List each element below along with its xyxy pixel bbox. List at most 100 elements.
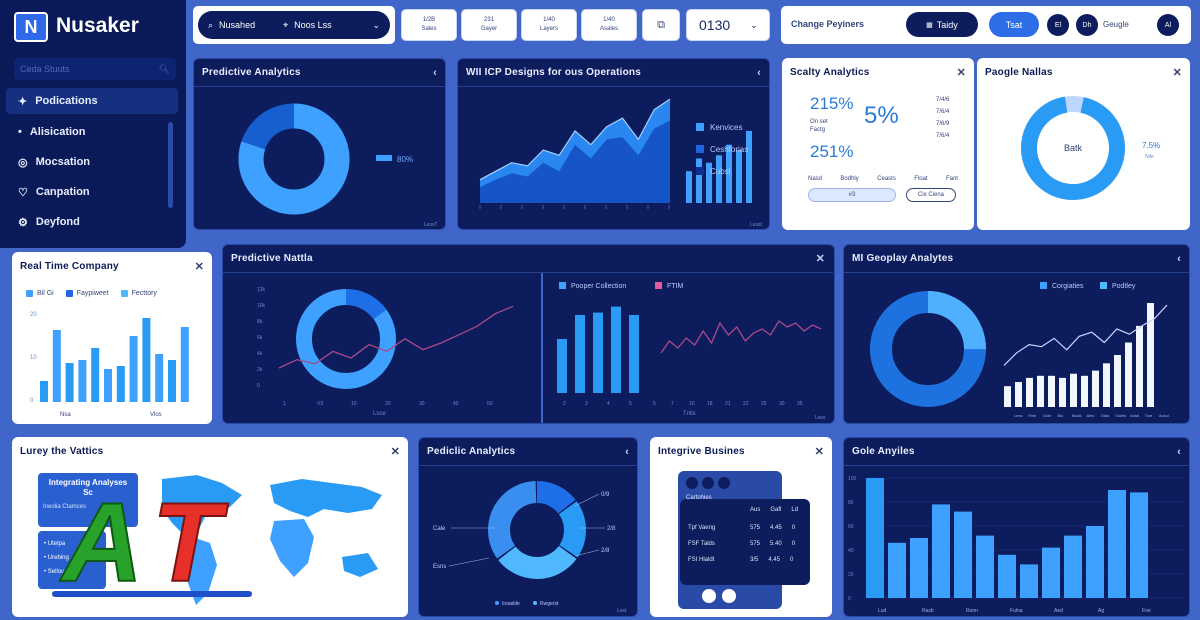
- bar: [1020, 564, 1038, 598]
- phone-icon[interactable]: [702, 477, 714, 489]
- label-leader: [448, 557, 490, 567]
- x-label: Rasb: [922, 608, 934, 614]
- share-icon[interactable]: ‹: [757, 66, 761, 79]
- close-icon[interactable]: ✕: [956, 66, 966, 79]
- close-icon[interactable]: ✕: [390, 445, 400, 458]
- close-icon[interactable]: ✕: [194, 260, 204, 273]
- tab[interactable]: Bodhly: [840, 176, 859, 182]
- panel-mi-geoplay: MI Geoplay Analytes ‹ Corgiaties Podtley …: [843, 244, 1190, 424]
- panel-gole-anyiles: Gole Anyiles ‹ 100 80 60 40 20 0 Lud Rasb Ronn Fu…: [843, 437, 1190, 617]
- bar: [1059, 377, 1066, 407]
- close-icon[interactable]: ✕: [815, 253, 825, 265]
- user-icon[interactable]: [686, 477, 698, 489]
- map-region-africa: [270, 519, 314, 577]
- bar: [1147, 303, 1154, 407]
- integrive-icons: [678, 471, 782, 495]
- sidebar-search-input[interactable]: Ceda Stuuts 🔍︎: [14, 58, 176, 80]
- sidebar-item-podications[interactable]: ✦ Podications: [6, 88, 178, 114]
- legend-label: Kenvices: [710, 123, 742, 132]
- list-item[interactable]: • Utelpa: [44, 541, 66, 547]
- avatar[interactable]: El: [1047, 14, 1069, 36]
- sidebar-item-canpation[interactable]: ♡ Canpation: [6, 179, 178, 205]
- legend-label: FTIM: [667, 283, 683, 290]
- donut-pct: 7.5%: [1142, 141, 1160, 150]
- bar: [1048, 375, 1055, 407]
- watermark-letter-t: T: [152, 481, 229, 605]
- x-tick: V3: [317, 401, 323, 407]
- x-tick: Aoscl: [1159, 413, 1169, 418]
- filter-label[interactable]: Noos Lss: [294, 20, 332, 30]
- bar: [910, 538, 928, 598]
- counter-select[interactable]: 0130 ⌄: [686, 9, 770, 41]
- close-icon[interactable]: ✕: [1172, 66, 1182, 79]
- legend-swatch: [1040, 282, 1047, 289]
- search-bar-container: ⌕ Nusahed ⌖ Noos Lss ⌄: [193, 6, 395, 44]
- bar: [954, 511, 972, 598]
- secondary-button[interactable]: Tsat: [989, 12, 1039, 37]
- bar: [1125, 342, 1132, 407]
- donut-slice: [296, 289, 396, 389]
- bar: [1026, 377, 1033, 407]
- stat-asales[interactable]: 1/40 Asales: [581, 9, 637, 41]
- table-row[interactable]: Tpf Vaeng 575 4.45 0: [688, 525, 802, 531]
- avatar[interactable]: Al: [1157, 14, 1179, 36]
- share-icon[interactable]: ‹: [625, 445, 629, 458]
- sidebar-item-label: Deyfond: [35, 216, 80, 228]
- panel-pediclic-analytics: Pediclic Analytics ‹ Cale Esns 0/9 2/8 2/…: [418, 437, 638, 617]
- sidebar-item-deyfond[interactable]: ⚙ Deyfond: [6, 209, 178, 235]
- y-tick: 10: [30, 355, 37, 361]
- scalty-input[interactable]: #3: [808, 188, 896, 202]
- refresh-icon[interactable]: [702, 589, 716, 603]
- mail-icon[interactable]: [718, 477, 730, 489]
- primary-button[interactable]: ▦ Taidy: [906, 12, 978, 37]
- sidebar-item-alisication[interactable]: • Alisication: [6, 119, 178, 145]
- stat-gayer[interactable]: 231 Gayer: [461, 9, 517, 41]
- brand-name[interactable]: Nusaker: [56, 14, 139, 37]
- sidebar-item-mocsation[interactable]: ◎ Mocsation: [6, 149, 178, 175]
- list-item[interactable]: • Selloug: [44, 569, 68, 575]
- x-tick: 5: [629, 401, 632, 407]
- tab[interactable]: Float: [914, 176, 928, 182]
- sidebar-item-label: Canpation: [35, 186, 90, 198]
- brand-logo[interactable]: N: [14, 12, 48, 42]
- search-input[interactable]: ⌕ Nusahed ⌖ Noos Lss ⌄: [198, 11, 390, 39]
- close-icon[interactable]: ✕: [814, 445, 824, 458]
- avatar[interactable]: Dh: [1076, 14, 1098, 36]
- bar: [1042, 547, 1060, 598]
- x-tick: 18: [707, 401, 713, 407]
- bar: [1103, 363, 1110, 407]
- metric-list-item: 7/6/9: [936, 121, 950, 127]
- chevron-down-icon[interactable]: ⌄: [372, 19, 380, 30]
- stat-layers[interactable]: 1/40 Layers: [521, 9, 577, 41]
- tab[interactable]: Fant: [945, 176, 958, 182]
- stat-sales[interactable]: 1/2B Sales: [401, 9, 457, 41]
- legend-swatch: [559, 282, 566, 289]
- sidebar-scrollbar[interactable]: [168, 122, 173, 208]
- share-icon[interactable]: ‹: [1177, 445, 1181, 458]
- x-tick: 30: [779, 401, 785, 407]
- legend-label: Fecttory: [131, 290, 157, 297]
- map-region-americas-north: [162, 475, 242, 535]
- scalty-tabs: Nasd Bodhly Ceasts Float Fant: [808, 176, 958, 182]
- metric-list-item: 7/4/6: [936, 97, 950, 103]
- watermark-logo: A T: [52, 481, 252, 606]
- users-icon: ✦: [18, 95, 28, 108]
- user-name[interactable]: Geugle: [1103, 20, 1129, 29]
- table-row[interactable]: FSF Talds 575 5.40 0: [688, 541, 802, 547]
- share-icon[interactable]: ‹: [1177, 252, 1181, 265]
- legend-swatch: [495, 601, 499, 605]
- dollar-icon[interactable]: [722, 589, 736, 603]
- share-icon[interactable]: ‹: [433, 66, 437, 79]
- table-row[interactable]: FSI Hlaldt 3/5 4.45 0: [688, 557, 802, 563]
- tab[interactable]: Ceasts: [877, 176, 896, 182]
- sidebar-item-label: Mocsation: [35, 156, 91, 168]
- y-tick: 0: [30, 398, 34, 404]
- y-tick: 6k: [257, 335, 263, 341]
- scalty-button[interactable]: Cix Ciena: [906, 188, 956, 202]
- bar: [686, 171, 692, 203]
- tab[interactable]: Nasd: [808, 176, 823, 182]
- list-item[interactable]: • Urebing: [44, 555, 69, 561]
- screen-button[interactable]: ⧉: [642, 9, 680, 41]
- panel-title: Integrive Busines: [658, 445, 745, 457]
- integration-card[interactable]: Integrating Analyses Sc Ineolia Ctamces: [38, 473, 138, 527]
